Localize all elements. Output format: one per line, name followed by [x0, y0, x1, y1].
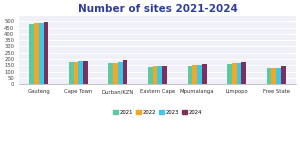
Bar [188, 66, 192, 84]
Bar [281, 66, 286, 84]
Bar [276, 68, 281, 84]
Bar [148, 67, 153, 84]
Bar [197, 65, 202, 84]
Bar [109, 63, 113, 84]
Bar [267, 68, 271, 84]
Bar [227, 64, 232, 84]
Title: Number of sites 2021-2024: Number of sites 2021-2024 [78, 4, 237, 14]
Bar [78, 61, 83, 84]
Bar [123, 60, 128, 84]
Bar [236, 63, 241, 84]
Bar [69, 62, 74, 84]
Bar [271, 68, 276, 84]
Bar [29, 24, 34, 84]
Bar [44, 22, 48, 84]
Bar [74, 62, 78, 84]
Legend: 2021, 2022, 2023, 2024: 2021, 2022, 2023, 2024 [111, 108, 204, 117]
Bar [241, 62, 246, 84]
Bar [232, 63, 236, 84]
Bar [113, 63, 118, 84]
Bar [158, 66, 162, 84]
Bar [83, 61, 88, 84]
Bar [34, 23, 39, 84]
Bar [153, 66, 158, 84]
Bar [39, 23, 44, 84]
Bar [162, 66, 167, 84]
Bar [192, 65, 197, 84]
Bar [118, 62, 123, 84]
Bar [202, 64, 206, 84]
